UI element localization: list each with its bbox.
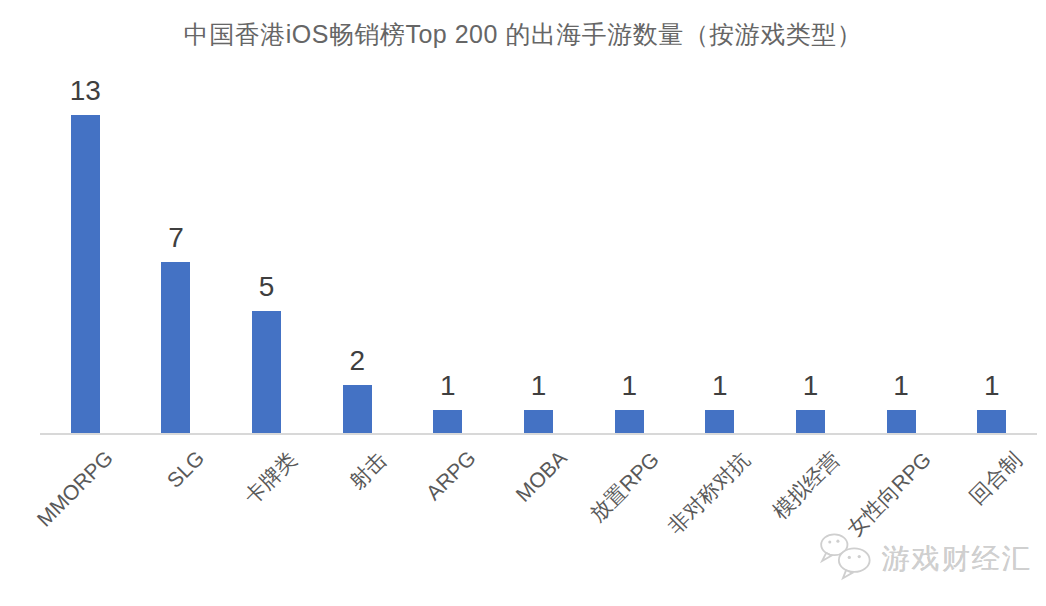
bar-slot: 1 放置RPG [584, 75, 675, 434]
category-label: ARPG [422, 446, 481, 505]
bar [977, 410, 1006, 435]
bar-value-label: 1 [984, 372, 1000, 400]
watermark: 游戏财经汇 [818, 532, 1032, 586]
bar-value-label: 2 [349, 347, 365, 375]
bar-slot: 1 回合制 [946, 75, 1037, 434]
category-label: 非对称对抗 [662, 446, 756, 540]
bar-slot: 1 女性向RPG [856, 75, 947, 434]
bar [524, 410, 553, 435]
bar [433, 410, 462, 435]
bar-slot: 1 非对称对抗 [674, 75, 765, 434]
bar-slot: 1 ARPG [403, 75, 494, 434]
wechat-chat-bubbles-icon [818, 532, 876, 586]
bar-slot: 1 模拟经营 [765, 75, 856, 434]
bar [887, 410, 916, 435]
bar-value-label: 1 [440, 372, 456, 400]
bar [161, 262, 190, 434]
bar-value-label: 1 [621, 372, 637, 400]
bar-slot: 5 卡牌类 [221, 75, 312, 434]
bar-slot: 1 MOBA [493, 75, 584, 434]
bar-slot: 2 射击 [312, 75, 403, 434]
bar-slot: 7 SLG [131, 75, 222, 434]
bar-value-label: 1 [531, 372, 547, 400]
category-label: MMORPG [33, 446, 118, 531]
x-axis-line [40, 433, 1037, 435]
bar-value-label: 1 [893, 372, 909, 400]
bar-value-label: 5 [259, 273, 275, 301]
category-label: 模拟经营 [767, 446, 846, 525]
bar [615, 410, 644, 435]
watermark-text: 游戏财经汇 [882, 540, 1032, 578]
chart-title: 中国香港iOS畅销榜Top 200 的出海手游数量（按游戏类型） [0, 18, 1046, 51]
bar-value-label: 7 [168, 224, 184, 252]
category-label: 女性向RPG [840, 446, 937, 543]
category-label: 回合制 [963, 446, 1027, 510]
plot-area: 13 MMORPG 7 SLG 5 卡牌类 2 射击 1 ARPG 1 [40, 75, 1037, 434]
bar [796, 410, 825, 435]
category-label: 卡牌类 [238, 446, 302, 510]
bar [252, 311, 281, 434]
bar-chart: 中国香港iOS畅销榜Top 200 的出海手游数量（按游戏类型） 13 MMOR… [0, 0, 1046, 606]
bar-value-label: 1 [803, 372, 819, 400]
bar [343, 385, 372, 434]
bar-value-label: 1 [712, 372, 728, 400]
category-label: MOBA [511, 446, 572, 507]
category-label: 射击 [344, 446, 393, 495]
category-label: 放置RPG [583, 446, 665, 528]
category-label: SLG [162, 446, 209, 493]
bar [71, 115, 100, 434]
bar-slot: 13 MMORPG [40, 75, 131, 434]
bar-value-label: 13 [70, 77, 101, 105]
bar [705, 410, 734, 435]
